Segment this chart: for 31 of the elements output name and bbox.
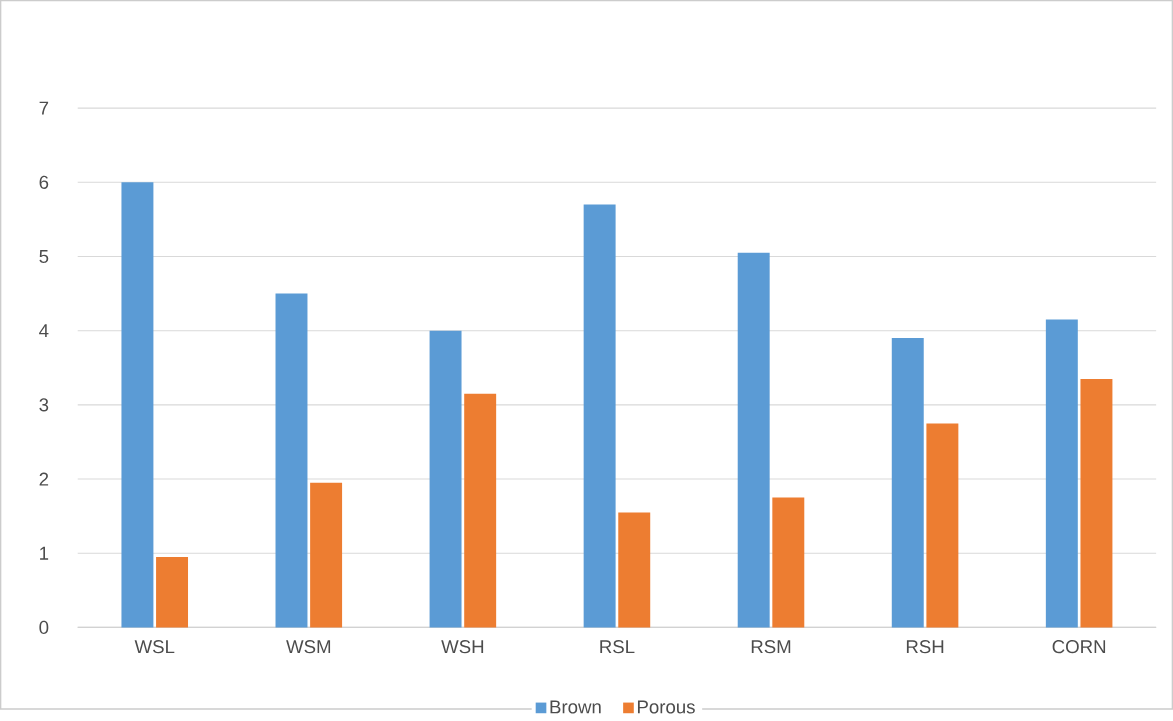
bar [429,330,462,628]
x-tick-label: RSM [751,640,791,654]
bar [156,557,189,628]
legend-label: Porous [637,700,695,714]
y-tick-label: 2 [39,472,49,486]
bar [737,252,770,628]
bar [891,338,924,628]
legend-label: Brown [550,700,601,714]
bar [926,423,959,628]
bar [1080,379,1113,628]
y-tick-label: 6 [39,175,49,190]
x-tick-label: WSL [134,640,175,654]
bar [583,204,616,628]
x-tick-label: CORN [1052,640,1106,654]
bar [310,482,343,628]
y-tick-label: 0 [39,620,49,635]
x-tick-label: WSM [286,640,331,654]
y-tick-label: 7 [39,101,49,115]
x-tick-label: WSH [441,640,484,654]
bar [464,393,497,628]
x-tick-label: RSH [906,640,944,654]
bar [772,497,805,628]
y-tick-label: 5 [39,250,49,264]
x-tick-label: RSL [600,640,635,654]
bar [1045,319,1078,628]
y-tick-label: 1 [40,546,49,560]
bar [121,182,154,628]
y-tick-label: 3 [39,398,49,412]
bar [618,512,651,628]
bar [275,293,308,628]
y-tick-label: 4 [39,324,49,338]
